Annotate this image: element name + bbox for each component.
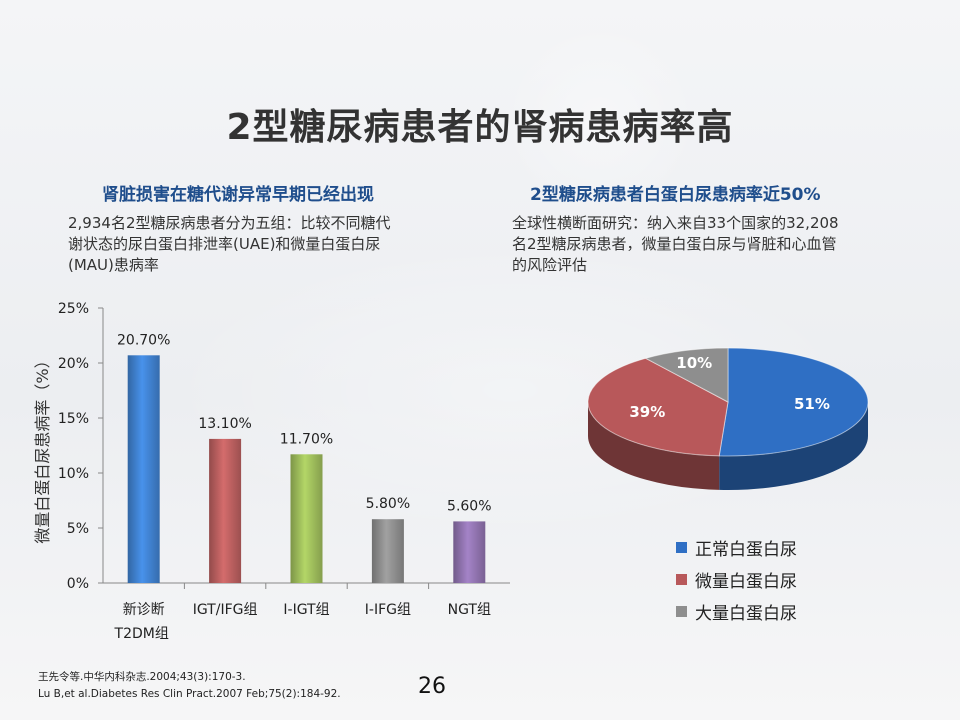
y-tick-label: 25%	[58, 301, 89, 317]
bar	[209, 438, 242, 583]
pie-value-label: 10%	[676, 354, 712, 372]
pie-slice-side	[588, 402, 720, 490]
bar-value-label: 11.70%	[280, 431, 333, 447]
y-tick-label: 15%	[58, 411, 89, 427]
bar-value-label: 5.80%	[366, 496, 410, 512]
bar	[453, 521, 486, 583]
page-number: 26	[418, 674, 446, 699]
x-tick-label: NGT组	[448, 602, 491, 618]
references: 王先令等.中华内科杂志.2004;43(3):170-3. Lu B,et al…	[38, 669, 341, 703]
page-title: 2型糖尿病患者的肾病患病率高	[226, 107, 734, 148]
x-tick-label: I-IGT组	[283, 602, 329, 618]
desc-line: 2,934名2型糖尿病患者分为五组：比较不同糖代	[68, 214, 391, 232]
pie-value-label: 51%	[794, 395, 830, 413]
desc-line: 的风险评估	[512, 256, 588, 274]
x-tick-label: IGT/IFG组	[193, 602, 258, 618]
legend-item: 大量白蛋白尿	[676, 595, 797, 627]
pie-value-label: 39%	[629, 403, 665, 421]
legend-swatch	[676, 605, 687, 617]
pie-slice	[587, 357, 729, 457]
desc-line: 名2型糖尿病患者，微量白蛋白尿与肾脏和心血管	[512, 235, 837, 253]
legend-swatch	[676, 541, 687, 553]
pie-slice	[718, 347, 869, 457]
y-tick-label: 20%	[58, 356, 89, 372]
x-tick-label: T2DM组	[114, 626, 169, 642]
right-subtitle: 2型糖尿病患者白蛋白尿患病率近50%	[530, 185, 821, 205]
pie-slice	[644, 347, 729, 403]
y-tick-label: 0%	[67, 576, 89, 592]
pie-chart: 51% 39% 10%	[587, 347, 869, 490]
reference-line: Lu B,et al.Diabetes Res Clin Pract.2007 …	[38, 688, 341, 700]
bar-value-label: 20.70%	[117, 332, 170, 348]
legend-item: 微量白蛋白尿	[676, 563, 797, 595]
bar-chart: 0% 5% 10% 15% 20% 25% 微量白蛋白尿患病率（%） 20.70% 新诊断 T2D…	[33, 301, 510, 642]
pie-slice-side	[719, 402, 868, 490]
left-subtitle: 肾脏损害在糖代谢异常早期已经出现	[102, 185, 374, 205]
legend-label: 正常白蛋白尿	[695, 539, 797, 560]
bar	[290, 454, 323, 583]
left-description: 2,934名2型糖尿病患者分为五组：比较不同糖代 谢状态的尿白蛋白排泄率(UAE…	[68, 213, 391, 276]
legend-label: 微量白蛋白尿	[695, 571, 797, 592]
legend-swatch	[676, 573, 687, 585]
x-tick-label: I-IFG组	[365, 602, 411, 618]
bar-value-label: 13.10%	[198, 416, 251, 432]
desc-line: 全球性横断面研究：纳入来自33个国家的32,208	[512, 214, 839, 232]
y-tick-label: 10%	[58, 466, 89, 482]
pie-legend: 正常白蛋白尿 微量白蛋白尿 大量白蛋白尿	[676, 531, 797, 627]
desc-line: (MAU)患病率	[68, 256, 159, 274]
x-tick-label: 新诊断	[123, 602, 165, 618]
right-description: 全球性横断面研究：纳入来自33个国家的32,208 名2型糖尿病患者，微量白蛋白…	[512, 213, 839, 276]
legend-item: 正常白蛋白尿	[676, 531, 797, 563]
bar	[371, 519, 404, 583]
y-axis-label: 微量白蛋白尿患病率（%）	[33, 352, 52, 543]
background-decoration	[500, 20, 700, 220]
bar-value-label: 5.60%	[447, 498, 491, 514]
desc-line: 谢状态的尿白蛋白排泄率(UAE)和微量白蛋白尿	[68, 235, 381, 253]
legend-label: 大量白蛋白尿	[695, 603, 797, 624]
bar	[127, 355, 160, 583]
y-tick-label: 5%	[67, 521, 89, 537]
reference-line: 王先令等.中华内科杂志.2004;43(3):170-3.	[38, 671, 246, 683]
